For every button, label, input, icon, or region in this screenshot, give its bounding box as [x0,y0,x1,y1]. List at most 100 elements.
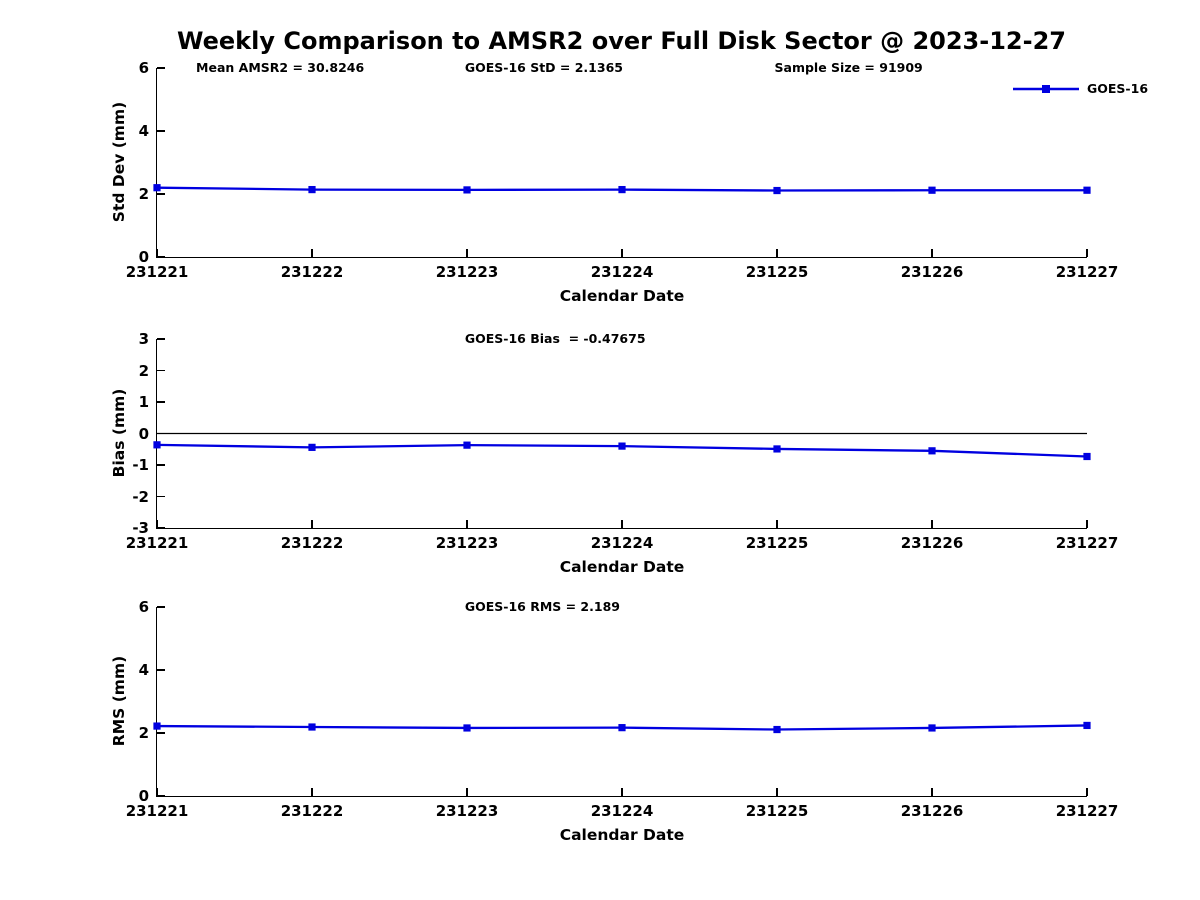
x-tick-mark [776,788,778,796]
stddev-chart: Std Dev (mm) Mean AMSR2 = 30.8246 GOES-1… [110,59,1148,305]
y-tick-mark [157,464,165,466]
data-point-marker [928,447,936,455]
x-tick-mark [1086,520,1088,528]
y-tick-mark [157,369,165,372]
data-point-marker [308,443,316,451]
x-tick-label: 231224 [590,534,654,552]
x-tick-label: 231222 [280,534,344,552]
x-tick-label: 231223 [435,802,499,820]
y-tick-label: 2 [138,361,149,380]
data-point-marker [153,184,161,192]
data-point-marker [618,724,626,732]
x-tick-label: 231222 [280,802,344,820]
x-tick-mark [156,249,158,257]
x-tick-label: 231226 [900,534,964,552]
rms-plot [153,721,1091,734]
y-tick-mark [157,256,165,258]
y-tick-label: 2 [138,724,149,742]
y-tick-label: 4 [138,661,149,679]
bias-chart: Bias (mm) GOES-16 Bias = -0.47675 Calend… [110,330,1118,576]
y-tick-mark [157,338,165,340]
x-tick-mark [1086,788,1088,796]
data-point-marker [308,723,316,731]
data-point-marker [928,186,936,194]
data-point-marker [928,724,936,732]
x-tick-label: 231224 [590,802,654,820]
x-tick-label: 231226 [900,263,964,281]
x-tick-mark [621,788,623,796]
x-tick-mark [931,520,933,528]
y-tick-label: -1 [132,456,149,474]
y-tick-mark [157,795,165,797]
y-tick-mark [157,732,165,734]
x-tick-mark [621,249,623,257]
data-point-marker [1083,452,1091,461]
data-point-marker [153,722,161,730]
x-tick-mark [776,520,778,528]
legend: GOES-16 [1013,81,1148,96]
x-tick-label: 231225 [745,802,809,820]
x-tick-label: 231225 [745,534,809,552]
y-tick-label: 4 [138,122,149,140]
y-tick-label: 0 [138,787,149,805]
data-point-marker [773,445,781,453]
x-tick-mark [466,520,468,528]
data-point-marker [308,185,316,194]
data-point-marker [618,185,626,194]
annotation-goes16-bias: GOES-16 Bias = -0.47675 [464,331,646,346]
y-tick-label: -2 [132,487,149,506]
y-tick-label: 1 [138,393,149,411]
y-tick-label: 3 [138,330,149,348]
x-tick-label: 231223 [435,534,499,552]
y-tick-label: 6 [138,598,149,616]
data-point-marker [1083,186,1091,194]
x-tick-mark [156,788,158,796]
x-tick-label: 231221 [125,534,189,552]
x-tick-mark [466,788,468,796]
x-tick-mark [776,249,778,257]
x-tick-mark [311,249,313,257]
x-tick-mark [156,520,158,528]
legend-line-marker-icon [1013,84,1079,93]
data-point-marker [618,442,626,450]
data-point-marker [773,725,781,734]
bias-plot [153,432,1091,461]
stddev-y-axis-label: Std Dev (mm) [110,101,128,223]
std-dev-plot [153,184,1091,195]
x-tick-label: 231223 [435,263,499,281]
data-point-marker [463,724,471,732]
y-tick-label: 0 [138,248,149,266]
rms-x-axis-label: Calendar Date [559,826,685,844]
x-tick-label: 231227 [1055,263,1119,281]
x-tick-label: 231227 [1055,802,1119,820]
x-tick-mark [1086,249,1088,257]
data-point-marker [773,186,781,195]
data-point-marker [463,186,471,194]
annotation-mean-amsr2: Mean AMSR2 = 30.8246 [196,60,365,75]
page-title: Weekly Comparison to AMSR2 over Full Dis… [177,27,1066,55]
legend-label: GOES-16 [1087,81,1149,96]
y-tick-label: 2 [138,185,149,203]
x-tick-label: 231226 [900,802,964,820]
x-tick-label: 231225 [745,263,809,281]
x-tick-mark [621,520,623,528]
y-tick-mark [157,130,165,132]
y-tick-label: 0 [138,424,149,443]
rms-chart: RMS (mm) GOES-16 RMS = 2.189 Calendar Da… [110,598,1118,844]
y-tick-label: 6 [138,59,149,77]
annotation-sample-size: Sample Size = 91909 [774,60,923,75]
y-tick-mark [157,669,165,671]
rms-y-axis-label: RMS (mm) [110,655,128,747]
x-tick-mark [311,788,313,796]
x-tick-mark [931,788,933,796]
x-tick-mark [311,520,313,528]
y-tick-mark [157,193,165,195]
x-tick-label: 231227 [1055,534,1119,552]
x-tick-label: 231224 [590,263,654,281]
x-tick-label: 231222 [280,263,344,281]
stddev-x-axis-label: Calendar Date [559,287,685,305]
annotation-goes16-rms: GOES-16 RMS = 2.189 [464,599,620,614]
y-tick-mark [157,606,165,608]
data-point-marker [1083,721,1091,730]
x-tick-mark [466,249,468,257]
